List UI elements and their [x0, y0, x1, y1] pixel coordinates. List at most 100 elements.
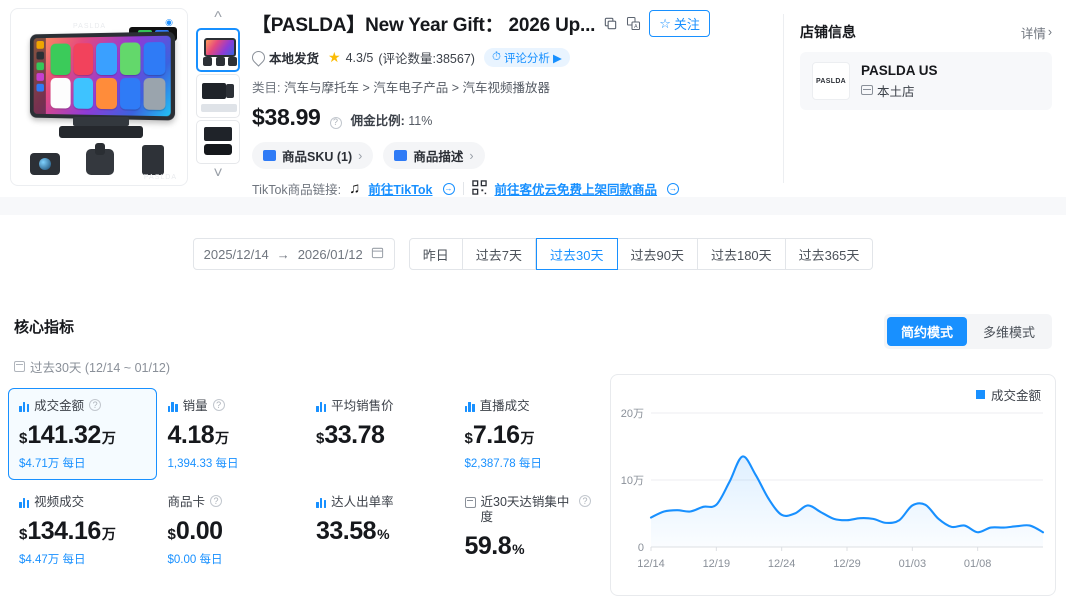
clock-icon: ⏱ — [491, 51, 501, 63]
shop-header: 店铺信息 详情 › — [800, 22, 1052, 42]
chevron-right-icon: › — [469, 148, 474, 163]
metric-value: 0.00 — [175, 517, 223, 545]
price-help-icon[interactable]: ? — [329, 116, 342, 129]
chart-svg: 0 10万 20万 12/14 12/19 12/24 12/29 01/03 01/08 — [621, 408, 1045, 570]
tiktok-icon: ♫ — [349, 180, 361, 197]
thumbnail-strip: ^ ˅ — [194, 8, 242, 197]
description-icon — [394, 150, 408, 161]
metric-card-live-gmv[interactable]: 直播成交 $ 7.16 万 $2,387.78 每日 — [454, 388, 603, 480]
product-gallery: PASLDA ◉ — [0, 0, 248, 197]
metric-value: 134.16 — [27, 517, 101, 545]
metric-label-row: 销量 ? — [167, 399, 295, 414]
commission-block: 佣金比例: 11% — [351, 110, 433, 129]
preset-180d[interactable]: 过去180天 — [697, 238, 786, 270]
category-label: 类目: — [252, 81, 281, 95]
metric-unit: 万 — [520, 430, 535, 446]
preset-yesterday[interactable]: 昨日 — [408, 238, 463, 270]
help-icon[interactable]: ? — [89, 399, 102, 411]
preset-365d[interactable]: 过去365天 — [785, 238, 874, 270]
device-screen — [29, 31, 176, 121]
preset-30d[interactable]: 过去30天 — [536, 238, 618, 270]
gmv-trend-chart: 成交金额 0 10万 20万 12/14 12/19 12/24 12/29 01/03 01/… — [610, 374, 1056, 596]
svg-text:A: A — [634, 24, 638, 30]
translate-icon[interactable]: A — [626, 16, 641, 31]
metric-value: 33.58 — [316, 517, 377, 545]
metric-card-creator-order-rate[interactable]: 达人出单率 33.58 % — [305, 484, 454, 576]
commission-label: 佣金比例: — [350, 114, 405, 128]
divider — [462, 182, 464, 195]
svg-text:12/24: 12/24 — [768, 558, 796, 570]
shipping-label: 本地发货 — [269, 52, 320, 66]
core-metrics-heading: 核心指标 — [14, 319, 75, 336]
follow-label: 关注 — [673, 17, 700, 32]
device-base — [73, 117, 129, 126]
calendar-icon — [371, 246, 384, 262]
thumbnail-1[interactable] — [196, 28, 240, 72]
shop-name: PASLDA US — [861, 62, 938, 78]
review-analysis-button[interactable]: ⏱ 评论分析 ▶ — [483, 48, 570, 67]
mode-multidim[interactable]: 多维模式 — [982, 325, 1035, 340]
chart-legend[interactable]: 成交金额 — [975, 385, 1041, 404]
wifi-icon: ◉ — [165, 17, 173, 27]
sku-icon — [263, 150, 276, 161]
metric-card-product-card[interactable]: 商品卡 ? $ 0.00 $0.00 每日 — [157, 484, 306, 576]
preset-7d[interactable]: 过去7天 — [462, 238, 537, 270]
follow-button[interactable]: ☆ 关注 — [649, 10, 710, 37]
external-link-icon: → — [442, 182, 455, 195]
help-icon[interactable]: ? — [210, 495, 223, 507]
help-icon[interactable]: ? — [579, 495, 591, 507]
keyouyun-link[interactable]: 前往客优云免费上架同款商品 — [494, 183, 658, 197]
shop-detail-link[interactable]: 详情 › — [1021, 23, 1052, 42]
metric-value-row: $ 134.16 万 — [19, 517, 146, 546]
date-arrow: → — [276, 246, 290, 262]
qr-code-icon[interactable] — [471, 179, 487, 198]
metric-card-sales[interactable]: 销量 ? 4.18 万 1,394.33 每日 — [157, 388, 306, 480]
metric-value: 59.8 — [464, 532, 512, 560]
camera-accessory — [24, 137, 68, 177]
svg-text:01/03: 01/03 — [899, 558, 927, 570]
metric-unit: 万 — [215, 430, 230, 446]
shop-detail-label: 详情 — [1020, 26, 1046, 41]
description-chip[interactable]: 商品描述 › — [383, 142, 485, 169]
preset-90d[interactable]: 过去90天 — [617, 238, 698, 270]
metric-label: 成交金额 — [34, 399, 85, 413]
bar-chart-icon — [316, 401, 327, 412]
tiktok-link[interactable]: 前往TikTok — [368, 183, 433, 197]
metric-currency: $ — [464, 430, 473, 447]
date-range-input[interactable]: 2025/12/14 → 2026/01/12 — [192, 238, 395, 270]
shop-info-panel: 店铺信息 详情 › PASLDA PASLDA US 本土店 — [796, 0, 1066, 197]
links-row: TikTok商品链接: ♫ 前往TikTok → 前往客优云免费上架同款商品 → — [252, 179, 767, 198]
product-main-image[interactable]: PASLDA ◉ — [10, 8, 188, 186]
category-row: 类目: 汽车与摩托车 > 汽车电子产品 > 汽车视频播放器 — [252, 77, 767, 96]
metric-currency: $ — [19, 430, 28, 447]
thumbnail-2[interactable] — [196, 74, 240, 118]
help-icon[interactable]: ? — [212, 399, 225, 411]
metric-currency: $ — [19, 526, 28, 543]
mode-simple[interactable]: 简约模式 — [886, 317, 967, 346]
shop-section-title: 店铺信息 — [800, 24, 856, 40]
metric-subvalue: $4.47万 每日 — [19, 554, 86, 566]
product-header: PASLDA ◉ — [0, 0, 1066, 197]
metric-label: 视频成交 — [34, 495, 85, 509]
thumbnail-3[interactable] — [196, 120, 240, 164]
thumb-scroll-down-icon[interactable]: ˅ — [213, 165, 223, 182]
metric-card-video-gmv[interactable]: 视频成交 $ 134.16 万 $4.47万 每日 — [8, 484, 157, 576]
svg-text:0: 0 — [638, 542, 644, 554]
metric-card-concentration[interactable]: 近30天达销集中度 ? 59.8 % — [454, 484, 603, 576]
metric-card-gmv[interactable]: 成交金额 ? $ 141.32 万 $4.71万 每日 — [8, 388, 157, 480]
category-path[interactable]: 汽车与摩托车 > 汽车电子产品 > 汽车视频播放器 — [283, 81, 550, 95]
calendar-icon — [14, 361, 25, 372]
metric-card-avg-price[interactable]: 平均销售价 $ 33.78 — [305, 388, 454, 480]
sku-chip[interactable]: 商品SKU (1) › — [252, 142, 374, 169]
bar-chart-icon — [464, 401, 475, 412]
review-count: (评论数量:38567) — [378, 52, 475, 66]
commission-value: 11% — [408, 114, 433, 128]
metric-label: 销量 — [182, 399, 208, 413]
copy-icon[interactable] — [603, 16, 618, 31]
thumb-scroll-up-icon[interactable]: ^ — [214, 9, 222, 26]
metric-value-row: $ 7.16 万 — [465, 421, 592, 450]
calendar-icon — [464, 497, 476, 508]
shop-card[interactable]: PASLDA PASLDA US 本土店 — [800, 52, 1052, 110]
shipping-info: 本地发货 — [249, 48, 320, 67]
